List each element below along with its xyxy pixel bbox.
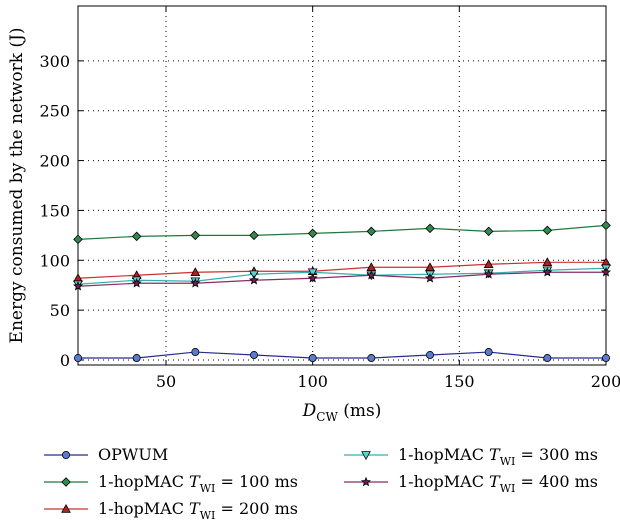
data-point [249,351,258,360]
legend-label: OPWUM [98,445,168,464]
legend-label: 1-hopMAC TWI = 100 ms [98,472,298,495]
data-point [425,223,435,234]
legend-item: 1-hopMAC TWI = 400 ms [344,472,598,495]
y-tick-label: 0 [60,351,70,370]
x-tick-label: 150 [444,372,475,391]
legend-label: 1-hopMAC TWI = 300 ms [398,445,598,468]
data-point [483,226,494,237]
data-point [190,277,201,288]
legend-marker [61,503,71,513]
data-point [543,354,552,363]
y-tick-label: 250 [39,102,70,121]
legend-marker [361,451,371,461]
data-point [73,234,83,245]
data-point [307,228,318,239]
legend-item: 1-hopMAC TWI = 300 ms [344,445,598,468]
series-line [77,261,606,279]
data-point [425,272,435,283]
legend-label: 1-hopMAC TWI = 400 ms [398,472,598,495]
data-point [131,231,142,242]
data-point [190,267,201,277]
data-point [74,354,83,363]
data-point [249,230,259,241]
data-point [131,277,142,288]
y-tick-label: 200 [39,152,70,171]
x-tick-label: 200 [591,372,620,391]
data-point [367,354,376,363]
y-tick-label: 100 [39,251,70,270]
legend-item: 1-hopMAC TWI = 200 ms [44,499,298,522]
grid [78,6,606,365]
series-2 [73,257,611,283]
legend-item: 1-hopMAC TWI = 100 ms [44,472,298,495]
legend: OPWUM 1-hopMAC TWI = 100 ms 1-hopMAC TWI =… [44,445,598,522]
legend-marker [62,450,71,459]
legend-marker [361,476,371,487]
data-point [191,348,200,357]
plot-frame [77,5,607,366]
data-point [601,267,611,277]
data-point [542,225,553,236]
legend-item: OPWUM [44,445,168,464]
series-0 [74,348,611,363]
x-tick-label: 100 [297,372,328,391]
data-point [366,270,377,280]
data-point [542,267,553,277]
legend-marker [61,477,71,487]
x-tick-label: 50 [156,372,176,391]
data-point [307,272,318,283]
data-point [249,274,259,285]
data-point [425,351,434,360]
data-point [483,259,494,269]
x-axis-label-sub: CW [316,410,338,424]
y-axis-label: Energy consumed by the network (J) [7,28,27,344]
legend-label: 1-hopMAC TWI = 200 ms [98,499,298,522]
y-tick-label: 50 [50,301,70,320]
data-point [132,354,141,363]
y-tick-label: 150 [39,201,70,220]
data-point [483,269,494,279]
y-tick-label: 300 [39,52,70,71]
series-line [77,267,607,285]
series-line [77,271,606,287]
data-point [307,268,318,278]
x-axis-label-unit: (ms) [338,401,382,421]
data-point [366,226,377,237]
data-point [484,348,493,357]
data-point [602,354,611,363]
series-layer [73,220,611,363]
data-point [542,257,553,267]
data-point [308,354,317,363]
data-point [249,270,259,280]
x-axis-label: DCW (ms) [302,401,382,424]
series-line [78,351,606,359]
series-line [77,224,607,240]
series-4 [73,267,611,291]
data-point [190,230,201,241]
data-point [601,220,611,231]
data-point [73,280,83,291]
x-axis-label-var: D [302,401,317,421]
series-1 [73,220,611,245]
ticks: 50 100 150 200 0 50 100 150 200 250 300 [39,6,620,391]
